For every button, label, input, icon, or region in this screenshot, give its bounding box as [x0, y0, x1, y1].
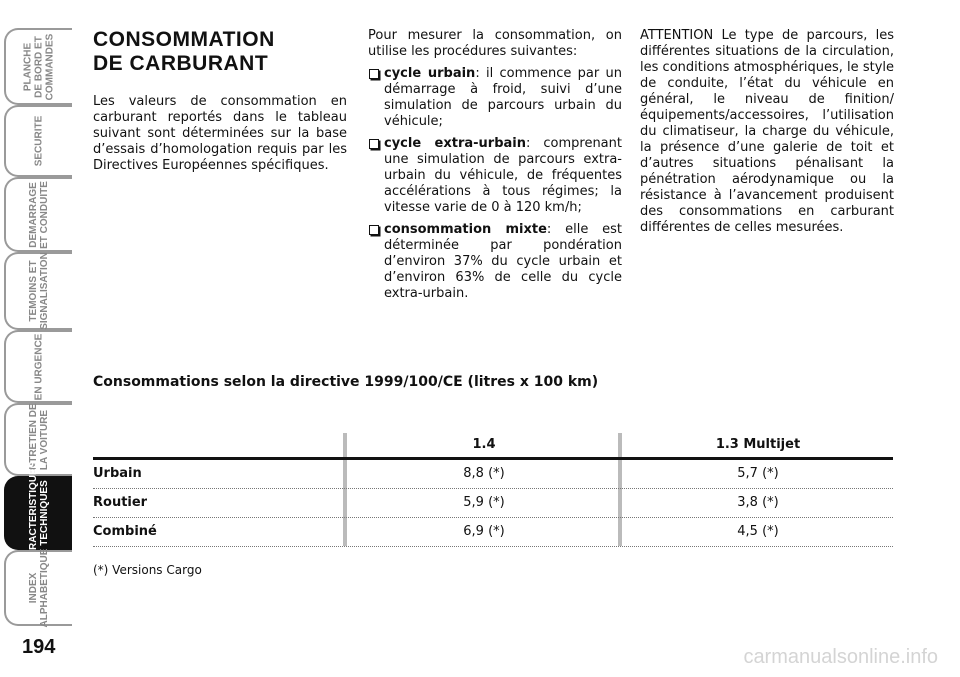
column-header: 1.3 Multijet	[715, 437, 801, 452]
tab-label-line: ALPHABETIQUE	[39, 548, 50, 628]
table-row: Routier 5,9 (*) 3,8 (*)	[93, 489, 893, 518]
tab-label-line: DE BORD ET	[33, 35, 45, 98]
cell: 4,5 (*)	[737, 524, 779, 539]
item-text: : elle est déterminée par pondération d’…	[384, 222, 622, 301]
tab-label: INDEX ALPHABETIQUE	[28, 549, 50, 628]
tab-label-line: INDEX	[28, 572, 39, 604]
item-text: : comprenant une simulation de parcours …	[384, 136, 622, 215]
sidebar-tab: PLANCHE DE BORD ET COMMANDES	[4, 28, 72, 105]
sidebar-tab: INDEX ALPHABETIQUE	[4, 549, 72, 628]
column-header: 1.4	[472, 437, 496, 452]
row-label: Urbain	[93, 466, 142, 481]
column-divider	[343, 433, 347, 546]
column-divider	[618, 433, 622, 546]
tab-label-line: SIGNALISATION	[39, 252, 50, 330]
table-row: Combiné 6,9 (*) 4,5 (*)	[93, 518, 893, 547]
tab-label: EN URGENCE	[34, 333, 45, 400]
item-text: : il commence par un démarrage à froid, …	[384, 66, 622, 129]
watermark: carmanualsonline.info	[743, 646, 938, 668]
title: CONSOMMATION DE CARBURANT	[93, 28, 347, 76]
cell: 5,7 (*)	[737, 466, 779, 481]
column: CONSOMMATION DE CARBURANT Les valeurs de…	[93, 28, 347, 180]
sidebar-tab: DEMARRAGE ET CONDUITE	[4, 177, 72, 252]
paragraph: ATTENTION Le type de parcours, les diffé…	[640, 28, 894, 235]
paragraph: Pour mesurer la consommation, on utilise…	[368, 28, 622, 59]
title-line: DE CARBURANT	[93, 52, 269, 75]
tab-label-line: EN URGENCE	[33, 333, 45, 400]
row-label: Routier	[93, 495, 148, 510]
sidebar-tab: EN URGENCE	[4, 330, 72, 403]
tab-label-line: ET CONDUITE	[39, 180, 50, 249]
checkbox-bullet	[369, 139, 379, 149]
cell: 3,8 (*)	[737, 495, 779, 510]
list-item: cycle urbain: il commence par un démarra…	[368, 66, 622, 130]
page-number: 194	[22, 636, 56, 658]
list-item: consommation mixte: elle est déterminée …	[368, 222, 622, 302]
tab-label: SECURITE	[34, 116, 45, 167]
table-header: 1.4 1.3 Multijet	[93, 433, 893, 460]
cell: 5,9 (*)	[463, 495, 505, 510]
tab-label-line: TEMOINS ET	[28, 260, 39, 322]
sidebar-tab: TEMOINS ET SIGNALISATION	[4, 252, 72, 330]
item-term: cycle extra-urbain	[384, 136, 526, 151]
tab-label: DEMARRAGE ET CONDUITE	[28, 181, 50, 249]
cell: 6,9 (*)	[463, 524, 505, 539]
list-item: cycle extra-urbain: comprenant une simul…	[368, 136, 622, 216]
checkbox-bullet	[369, 69, 379, 79]
title-line: CONSOMMATION	[93, 28, 275, 51]
tab-label-line: DEMARRAGE	[28, 181, 39, 248]
column: Pour mesurer la consommation, on utilise…	[368, 28, 622, 308]
table-row: Urbain 8,8 (*) 5,7 (*)	[93, 460, 893, 489]
tab-label: TEMOINS ET SIGNALISATION	[28, 252, 50, 330]
column: ATTENTION Le type de parcours, les diffé…	[640, 28, 894, 242]
tab-label: PLANCHE DE BORD ET COMMANDES	[23, 33, 56, 100]
sidebar-tab: CARACTERISTIQUES TECHNIQUES	[4, 462, 72, 564]
footnote: (*) Versions Cargo	[93, 563, 202, 577]
sidebar-tab: ENTRETIEN DE LA VOITURE	[4, 403, 72, 476]
row-label: Combiné	[93, 524, 157, 539]
tab-label-line: COMMANDES	[44, 33, 56, 100]
sidebar-tab: SECURITE	[4, 105, 72, 177]
table: 1.4 1.3 Multijet Urbain 8,8 (*) 5,7 (*) Rou…	[93, 433, 893, 547]
tab-label-line: SECURITE	[33, 115, 45, 167]
tab-label-line: PLANCHE	[22, 42, 34, 91]
paragraph: Les valeurs de consommation en carburant…	[93, 94, 347, 173]
item-term: consommation mixte	[384, 222, 547, 237]
cell: 8,8 (*)	[463, 466, 505, 481]
table-caption: Consommations selon la directive 1999/10…	[93, 374, 599, 390]
checkbox-bullet	[369, 225, 379, 235]
item-term: cycle urbain	[384, 66, 476, 81]
